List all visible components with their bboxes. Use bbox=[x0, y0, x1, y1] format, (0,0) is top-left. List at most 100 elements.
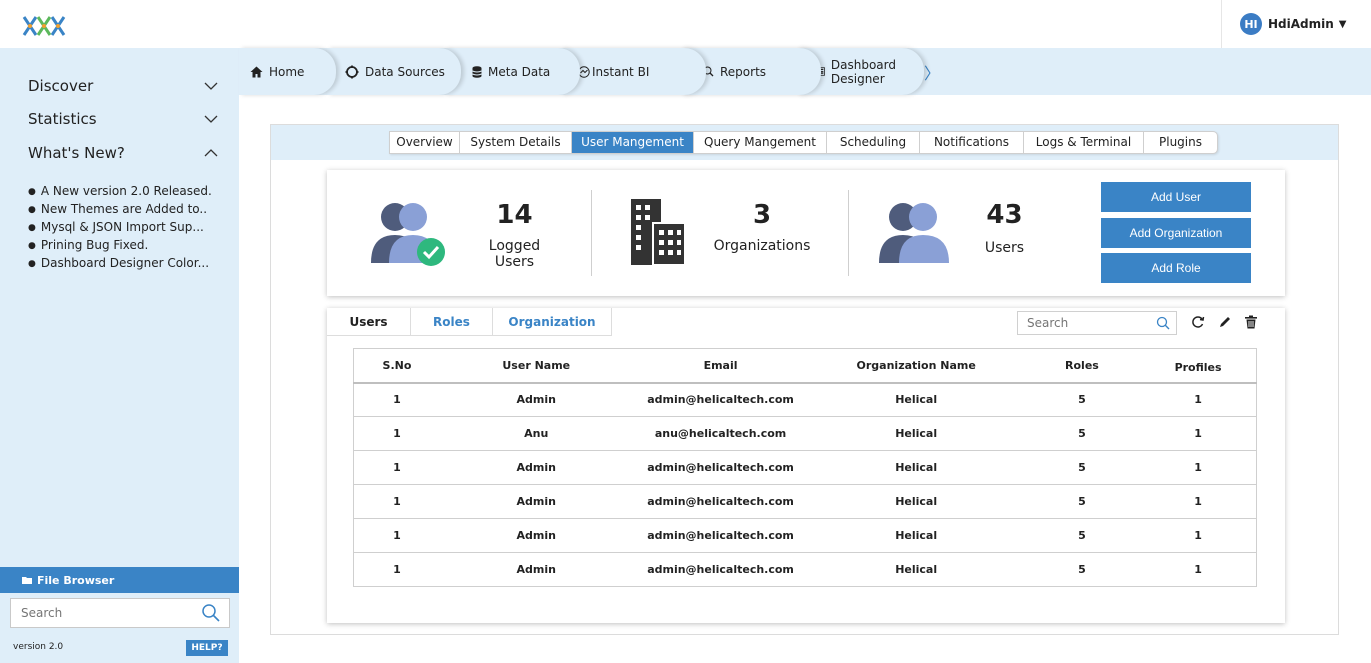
news-item[interactable]: A New version 2.0 Released. bbox=[28, 182, 228, 200]
tab-label: Meta Data bbox=[488, 64, 551, 79]
cell-profiles: 1 bbox=[1140, 382, 1257, 417]
tab-meta-data[interactable]: Meta Data bbox=[445, 48, 580, 95]
sidebar-section-statistics[interactable]: Statistics bbox=[28, 105, 218, 133]
organizations-count: 3 bbox=[752, 200, 772, 230]
news-item[interactable]: New Themes are Added to.. bbox=[28, 200, 228, 218]
news-item[interactable]: Prining Bug Fixed. bbox=[28, 236, 228, 254]
user-menu[interactable]: HI HdiAdmin ▼ bbox=[1221, 0, 1371, 48]
add-organization-button[interactable]: Add Organization bbox=[1101, 218, 1251, 248]
avatar: HI bbox=[1240, 13, 1262, 35]
news-item[interactable]: Mysql & JSON Import Sup... bbox=[28, 218, 228, 236]
sidebar-search-input[interactable] bbox=[21, 606, 191, 620]
add-user-button[interactable]: Add User bbox=[1101, 182, 1251, 212]
file-browser-button[interactable]: File Browser bbox=[0, 567, 239, 593]
cell-roles: 5 bbox=[1023, 450, 1141, 485]
stats-divider bbox=[591, 190, 592, 276]
database-icon bbox=[472, 65, 482, 78]
chevron-down-icon bbox=[204, 82, 218, 90]
list-tabs: Users Roles Organization bbox=[327, 308, 612, 336]
news-list: A New version 2.0 Released. New Themes a… bbox=[28, 182, 228, 272]
tab-data-sources[interactable]: Data Sources bbox=[327, 48, 461, 95]
subtab-logs-terminal[interactable]: Logs & Terminal bbox=[1024, 132, 1144, 153]
cell-organization: Helical bbox=[808, 382, 1024, 417]
subtab-strip: Overview System Details User Mangement Q… bbox=[271, 125, 1338, 160]
table-row[interactable]: 1 Admin admin@helicaltech.com Helical 5 … bbox=[353, 382, 1257, 417]
subtab-scheduling[interactable]: Scheduling bbox=[827, 132, 920, 153]
logged-users-count: 14 bbox=[496, 200, 533, 230]
logo-icon[interactable] bbox=[22, 14, 68, 38]
top-bar: HI HdiAdmin ▼ bbox=[0, 0, 1371, 48]
news-item[interactable]: Dashboard Designer Color... bbox=[28, 254, 228, 272]
table-search-input[interactable] bbox=[1027, 316, 1147, 330]
subtab-plugins[interactable]: Plugins bbox=[1159, 135, 1202, 149]
table-search bbox=[1017, 311, 1177, 335]
column-header-roles[interactable]: Roles bbox=[1023, 348, 1141, 384]
chevron-right-icon[interactable]: 〉 bbox=[924, 64, 941, 83]
sidebar-section-label: Statistics bbox=[28, 110, 97, 128]
cell-sno: 1 bbox=[353, 450, 440, 485]
cell-email: anu@helicaltech.com bbox=[632, 416, 809, 451]
cell-user-name: Admin bbox=[439, 552, 633, 587]
tab-roles[interactable]: Roles bbox=[411, 308, 493, 336]
column-header-user-name[interactable]: User Name bbox=[439, 348, 633, 384]
table-row[interactable]: 1 Admin admin@helicaltech.com Helical 5 … bbox=[353, 552, 1257, 587]
cell-user-name: Admin bbox=[439, 450, 633, 485]
logged-users-icon bbox=[371, 203, 445, 266]
table-row[interactable]: 1 Admin admin@helicaltech.com Helical 5 … bbox=[353, 518, 1257, 553]
subtabs: Overview System Details User Mangement Q… bbox=[389, 131, 1218, 154]
add-role-button[interactable]: Add Role bbox=[1101, 253, 1251, 283]
cell-email: admin@helicaltech.com bbox=[632, 484, 809, 519]
search-icon[interactable] bbox=[201, 603, 221, 623]
file-browser-label: File Browser bbox=[37, 573, 115, 587]
cell-email: admin@helicaltech.com bbox=[632, 450, 809, 485]
datasource-icon bbox=[345, 65, 359, 78]
user-list-card: Users Roles Organization S.No User Name … bbox=[327, 308, 1285, 623]
cell-roles: 5 bbox=[1023, 552, 1141, 587]
cell-roles: 5 bbox=[1023, 382, 1141, 417]
users-label: Users bbox=[984, 240, 1025, 256]
sidebar-section-discover[interactable]: Discover bbox=[28, 72, 218, 100]
chevron-up-icon bbox=[204, 149, 218, 157]
cell-organization: Helical bbox=[808, 552, 1024, 587]
organizations-label: Organizations bbox=[713, 238, 811, 254]
sidebar: Discover Statistics What's New? A New ve… bbox=[0, 48, 239, 663]
table-row[interactable]: 1 Admin admin@helicaltech.com Helical 5 … bbox=[353, 450, 1257, 485]
cell-sno: 1 bbox=[353, 552, 440, 587]
column-header-organization-name[interactable]: Organization Name bbox=[808, 348, 1024, 384]
users-icon bbox=[879, 203, 949, 263]
users-count: 43 bbox=[986, 200, 1023, 230]
column-header-profiles[interactable]: Profiles bbox=[1140, 348, 1257, 384]
tab-home[interactable]: Home bbox=[239, 48, 336, 95]
cell-roles: 5 bbox=[1023, 416, 1141, 451]
main-nav: Dashboard Designer Reports Instant BI Me… bbox=[239, 48, 1371, 95]
cell-profiles: 1 bbox=[1140, 450, 1257, 485]
subtab-notifications[interactable]: Notifications bbox=[920, 132, 1024, 153]
search-icon[interactable] bbox=[1156, 316, 1170, 330]
column-header-email[interactable]: Email bbox=[632, 348, 809, 384]
cell-user-name: Admin bbox=[439, 518, 633, 553]
tab-instant-bi[interactable]: Instant BI bbox=[561, 48, 706, 95]
cell-user-name: Admin bbox=[439, 484, 633, 519]
tab-organization[interactable]: Organization bbox=[493, 308, 612, 336]
refresh-icon[interactable] bbox=[1191, 315, 1205, 329]
building-icon bbox=[631, 199, 686, 266]
table-row[interactable]: 1 Anu anu@helicaltech.com Helical 5 1 bbox=[353, 416, 1257, 451]
column-header-sno[interactable]: S.No bbox=[353, 348, 440, 384]
delete-icon[interactable] bbox=[1244, 315, 1258, 329]
cell-email: admin@helicaltech.com bbox=[632, 552, 809, 587]
sidebar-section-whats-new[interactable]: What's New? bbox=[28, 139, 218, 167]
subtab-system-details[interactable]: System Details bbox=[460, 132, 572, 153]
subtab-overview[interactable]: Overview bbox=[390, 132, 460, 153]
edit-icon[interactable] bbox=[1218, 315, 1232, 329]
stats-card: 14 Logged Users 3 Organizations 4 bbox=[327, 170, 1285, 296]
tab-label: Home bbox=[269, 64, 305, 79]
folder-icon bbox=[22, 577, 32, 584]
users-table: S.No User Name Email Organization Name R… bbox=[353, 348, 1257, 587]
subtab-query-management[interactable]: Query Mangement bbox=[694, 132, 827, 153]
help-button[interactable]: HELP? bbox=[186, 640, 228, 656]
subtab-user-management[interactable]: User Mangement bbox=[572, 132, 694, 153]
table-header-row: S.No User Name Email Organization Name R… bbox=[353, 348, 1257, 384]
tab-users[interactable]: Users bbox=[327, 308, 411, 336]
cell-user-name: Admin bbox=[439, 382, 633, 417]
table-row[interactable]: 1 Admin admin@helicaltech.com Helical 5 … bbox=[353, 484, 1257, 519]
